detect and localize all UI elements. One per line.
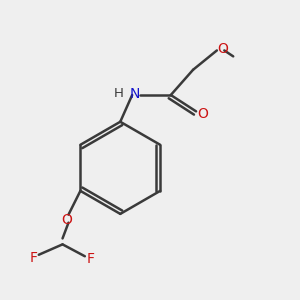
- Text: O: O: [217, 42, 228, 56]
- Text: O: O: [197, 107, 208, 121]
- Text: N: N: [130, 86, 140, 100]
- Text: F: F: [86, 252, 94, 266]
- Text: O: O: [61, 213, 72, 227]
- Text: H: H: [114, 87, 124, 100]
- Text: F: F: [29, 251, 38, 265]
